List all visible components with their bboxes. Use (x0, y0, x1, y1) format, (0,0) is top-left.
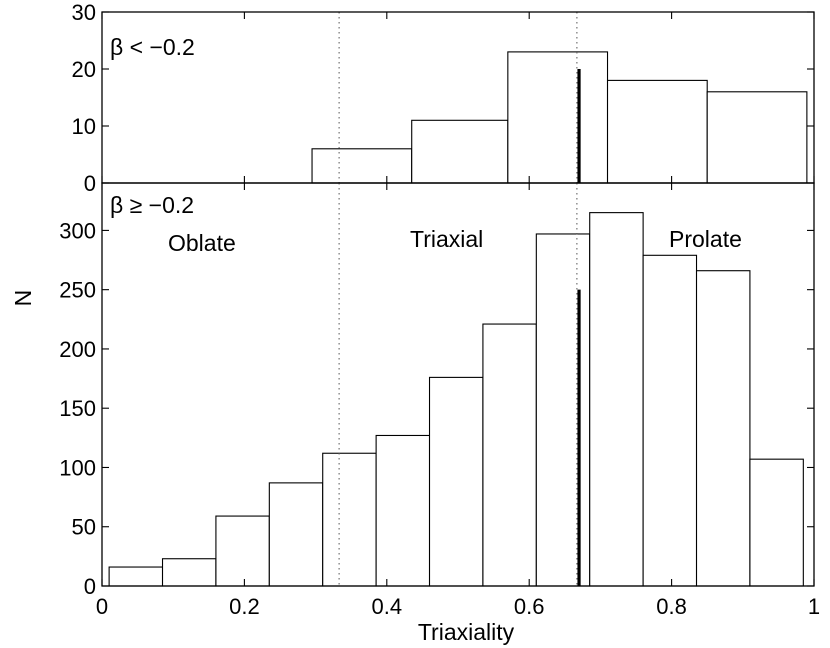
bottom-histogram-bar (268, 482, 324, 587)
bottom-histogram-bar (375, 434, 431, 587)
top-bars (311, 51, 808, 184)
x-tick-label: 0.6 (514, 594, 545, 619)
top-histogram-bar (411, 119, 509, 184)
bottom-y-tick-label: 0 (84, 574, 96, 599)
bottom-y-tick-labels: 0 50 100 150 200 250 300 (59, 218, 96, 599)
bottom-bars (108, 212, 804, 587)
bottom-histogram-bar (589, 212, 644, 587)
top-panel: 0 10 20 30 β < −0.2 (72, 0, 815, 196)
bottom-panel-annotation: β ≥ −0.2 (110, 192, 194, 218)
top-y-tick-label: 30 (72, 0, 96, 25)
bottom-histogram-bar (482, 323, 537, 587)
bottom-histogram-bar (428, 376, 484, 587)
bottom-y-tick-label: 100 (59, 455, 96, 480)
x-tick-label: 0.2 (229, 594, 260, 619)
bottom-y-tick-label: 50 (72, 515, 96, 540)
top-y-tick-label: 20 (72, 57, 96, 82)
bottom-histogram-bar (535, 233, 591, 587)
bottom-y-tick-label: 150 (59, 396, 96, 421)
bottom-histogram-bar (322, 452, 377, 587)
bottom-histogram-bar (108, 566, 164, 587)
top-y-tick-label: 10 (72, 114, 96, 139)
bottom-histogram-bar (215, 515, 270, 587)
bottom-y-tick-label: 300 (59, 218, 96, 243)
top-histogram-bar (507, 51, 609, 184)
top-histogram-bar (311, 148, 413, 184)
x-tick-label: 0 (96, 594, 108, 619)
bottom-reference-lines (338, 183, 578, 586)
bottom-y-tick-label: 200 (59, 337, 96, 362)
region-label-triaxial: Triaxial (410, 226, 483, 252)
bottom-histogram-bar (749, 458, 804, 587)
top-reference-lines (338, 12, 578, 183)
region-label-oblate: Oblate (168, 230, 236, 256)
bottom-histogram-bar (161, 558, 217, 587)
x-tick-label: 0.4 (372, 594, 403, 619)
top-histogram-bar (706, 91, 808, 184)
top-panel-annotation: β < −0.2 (110, 34, 195, 60)
bottom-plot-frame (101, 182, 815, 587)
x-axis-label: Triaxiality (418, 619, 515, 645)
x-tick-label: 1 (808, 594, 820, 619)
bottom-histogram-bar (695, 270, 751, 587)
top-y-tick-labels: 0 10 20 30 (72, 0, 96, 196)
bottom-y-tick-label: 250 (59, 278, 96, 303)
top-histogram-bar (606, 79, 708, 184)
bottom-histogram-bar (642, 254, 698, 587)
top-axis-ticks (101, 11, 815, 184)
bottom-axis-ticks (101, 183, 815, 587)
bottom-panel: 0 50 100 150 200 250 300 0 0.2 0.4 0.6 0.8 1 β ≥ −0… (59, 182, 820, 619)
x-tick-labels: 0 0.2 0.4 0.6 0.8 1 (96, 594, 820, 619)
region-label-prolate: Prolate (669, 226, 742, 252)
top-y-tick-label: 0 (84, 171, 96, 196)
x-tick-label: 0.8 (656, 594, 687, 619)
y-axis-label: N (10, 290, 36, 307)
